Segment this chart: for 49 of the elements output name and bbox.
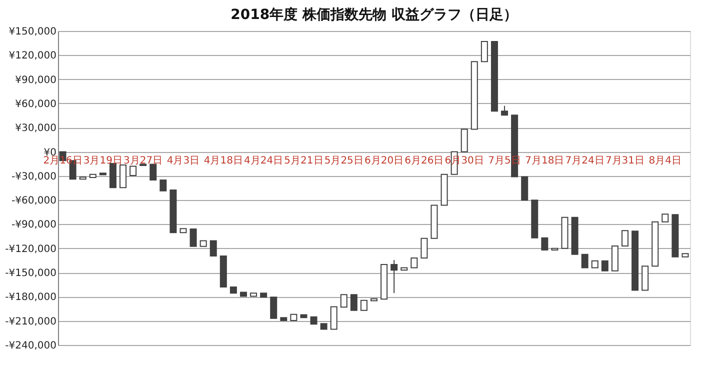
x-tick-label: 4月3日	[166, 155, 200, 166]
y-tick-label: ¥150,000	[8, 26, 56, 38]
y-tick-label: ¥90,000	[15, 74, 56, 86]
y-tick-label: -¥240,000	[5, 340, 56, 352]
candlestick	[521, 176, 528, 201]
x-tick-label: 5月21日	[284, 155, 324, 166]
y-tick-label: ¥30,000	[15, 123, 56, 134]
y-tick-label: -¥180,000	[5, 292, 56, 304]
candlestick	[390, 260, 398, 294]
candlestick	[420, 238, 428, 259]
x-tick-label: 7月18日	[525, 155, 564, 166]
x-tick-label: 6月20日	[364, 155, 404, 166]
x-tick-label: 8月4日	[648, 155, 682, 166]
candlestick	[480, 40, 488, 62]
chart-title: 2018年度 株価指数先物 収益グラフ（日足）	[230, 6, 518, 23]
candlestick	[581, 254, 588, 268]
y-tick-label: ¥60,000	[15, 98, 56, 110]
y-tick-label: ¥120,000	[8, 50, 56, 62]
candlestick	[190, 228, 197, 247]
x-tick-label: 7月24日	[565, 155, 604, 166]
y-tick-label: -¥60,000	[12, 196, 56, 207]
candlestick	[330, 306, 338, 330]
candlestick	[541, 237, 548, 250]
y-tick-label: -¥30,000	[12, 171, 56, 182]
candlestick	[460, 128, 468, 152]
candlestick	[350, 294, 358, 311]
candlestick	[410, 258, 418, 268]
y-tick-label: -¥150,000	[5, 268, 56, 280]
candlestick	[130, 166, 137, 176]
candlestick	[621, 230, 628, 246]
x-tick-label: 5月25日	[324, 155, 364, 166]
candlestick	[210, 240, 217, 257]
x-tick-label: 3月27日	[124, 155, 163, 166]
x-tick-label: 6月26日	[404, 155, 444, 166]
x-tick-label: 7月31日	[605, 155, 645, 166]
candlestick	[160, 179, 167, 192]
y-tick-label: -¥120,000	[5, 244, 56, 255]
candlestick	[270, 296, 278, 319]
y-tick-label: -¥210,000	[5, 316, 56, 328]
x-tick-label: 3月19日	[83, 155, 122, 166]
x-tick-label: 4月24日	[244, 155, 284, 166]
candlestick	[360, 300, 368, 311]
candlestick	[601, 260, 608, 272]
y-tick-label: -¥90,000	[12, 220, 56, 231]
candlestick	[120, 164, 127, 188]
candlestick	[150, 164, 157, 180]
x-tick-label: 4月18日	[204, 155, 243, 166]
candlestick	[340, 294, 348, 308]
candlestick	[501, 105, 508, 116]
